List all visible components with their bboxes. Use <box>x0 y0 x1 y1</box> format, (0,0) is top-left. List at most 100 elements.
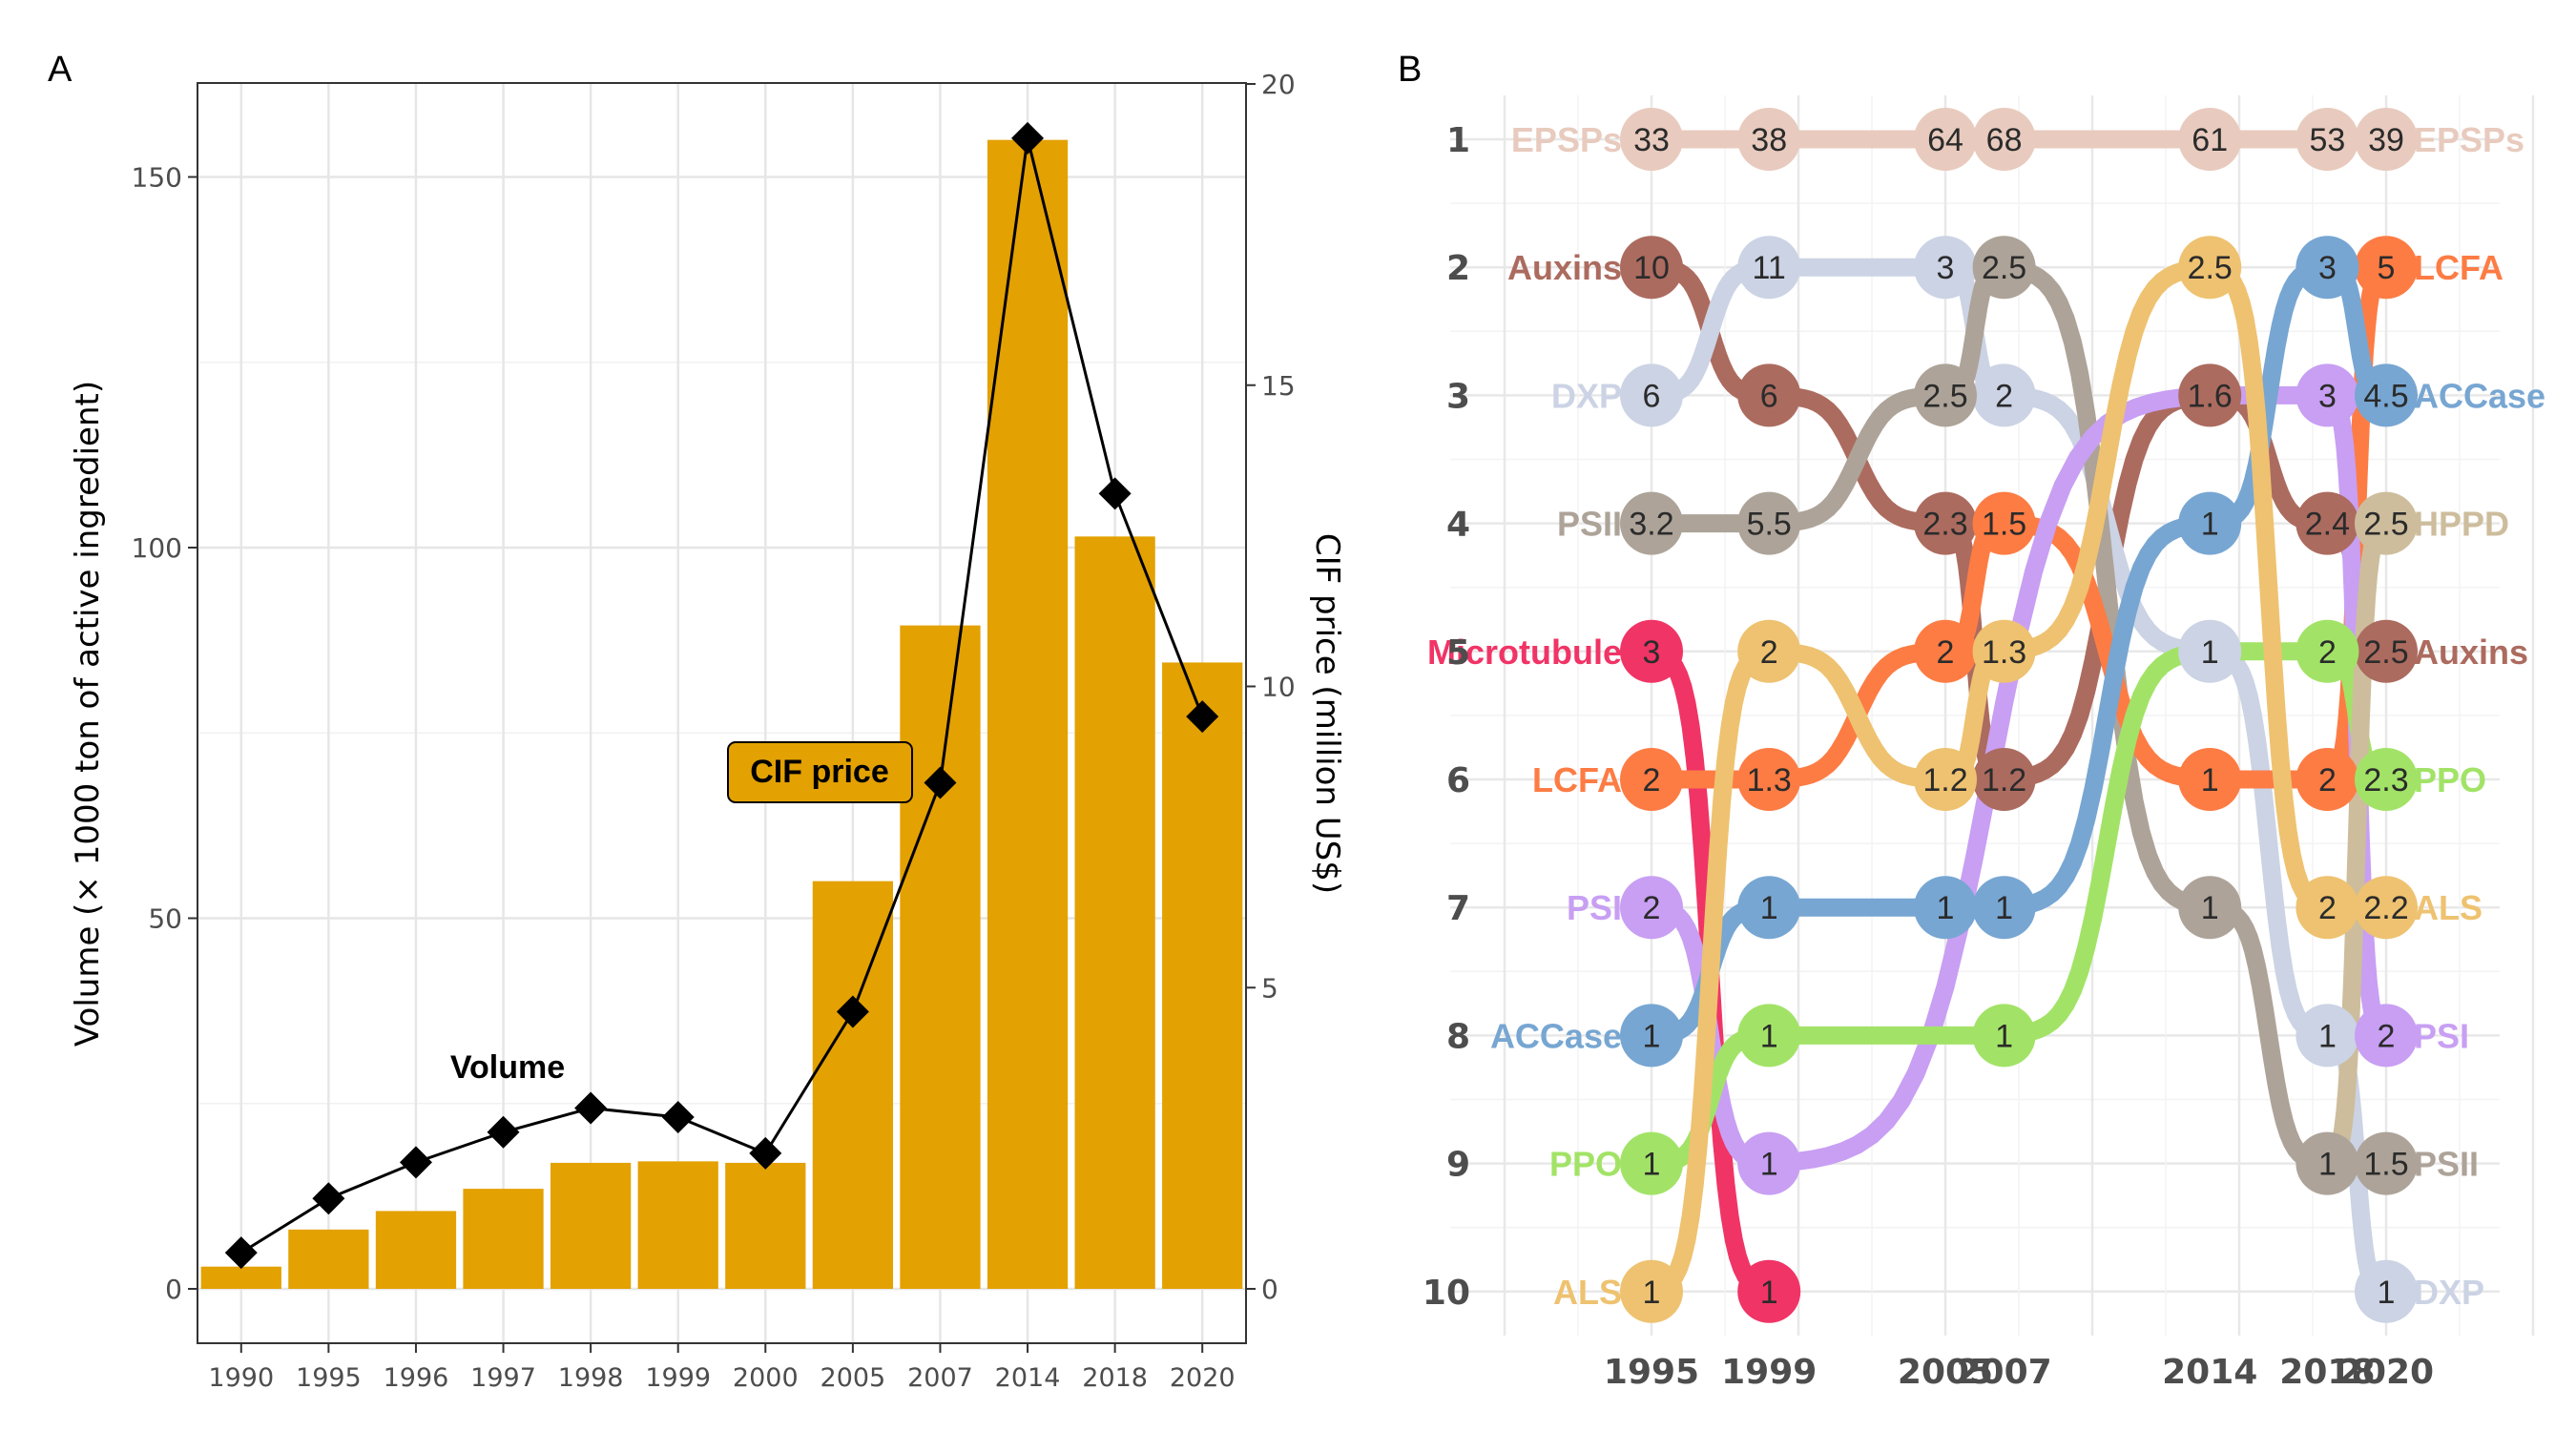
bump-point-label: 1.5 <box>1982 507 2026 543</box>
bump-point-label: 1 <box>1760 1018 1778 1054</box>
bump-point <box>2355 619 2418 683</box>
bump-point <box>1914 619 1977 683</box>
bump-point-label: 2.3 <box>1922 507 1967 543</box>
year-label: 1995 <box>1604 1353 1699 1392</box>
bump-point-label: 4.5 <box>2363 378 2408 414</box>
bump-point <box>1972 1004 2036 1068</box>
volume-bar <box>812 881 894 1289</box>
right-category-label: HPPD <box>2414 505 2509 544</box>
bump-point-label: 6 <box>1760 378 1778 414</box>
bump-point <box>1620 491 1683 555</box>
bump-point <box>2296 1004 2359 1068</box>
bump-point <box>2355 748 2418 811</box>
x-tick-label: 1998 <box>558 1363 624 1393</box>
bump-point-label: 1 <box>1643 1147 1661 1183</box>
bump-point <box>1620 363 1683 427</box>
bump-point-label: 10 <box>1633 250 1670 286</box>
bump-point <box>1972 748 2036 811</box>
bump-point-label: 6 <box>1643 378 1661 414</box>
cif-price-marker <box>749 1136 782 1170</box>
year-label: 1999 <box>1721 1353 1817 1392</box>
bump-point <box>1914 236 1977 300</box>
bump-point-label: 1 <box>1995 1018 2013 1054</box>
bump-point <box>2296 876 2359 940</box>
bump-point-label: 33 <box>1633 122 1670 158</box>
rank-label: 4 <box>1446 506 1470 545</box>
bump-point <box>2355 1259 2418 1323</box>
cif-price-line <box>224 121 1219 1270</box>
left-category-label: PSII <box>1557 505 1622 544</box>
year-label: 2014 <box>2162 1353 2257 1392</box>
bump-point-label: 2.2 <box>2363 890 2408 926</box>
y-axis-title-left: Volume (× 1000 ton of active ingredient) <box>69 381 107 1047</box>
left-category-label: DXP <box>1551 376 1622 415</box>
bump-point <box>1620 236 1683 300</box>
bump-point-label: 68 <box>1986 122 2023 158</box>
x-tick-label: 2007 <box>907 1363 973 1393</box>
bump-point-label: 2.5 <box>2188 250 2233 286</box>
bump-point-label: 1 <box>1760 890 1778 926</box>
left-category-label: PSI <box>1567 888 1622 927</box>
rank-label: 3 <box>1446 377 1470 416</box>
bump-point <box>2178 363 2242 427</box>
rank-label: 2 <box>1446 249 1470 288</box>
bump-point-label: 2 <box>2378 1018 2396 1054</box>
right-category-label: PSI <box>2414 1016 2469 1055</box>
rank-label: 1 <box>1446 121 1470 160</box>
x-tick-label: 1990 <box>208 1363 274 1393</box>
left-category-label: EPSPs <box>1511 120 1622 159</box>
left-tick-label: 0 <box>165 1274 182 1305</box>
bump-point <box>2178 491 2242 555</box>
cif-price-marker <box>224 1236 258 1270</box>
bump-point <box>1972 619 2036 683</box>
bump-point-label: 2 <box>1643 890 1661 926</box>
right-category-label: EPSPs <box>2414 120 2524 159</box>
bump-point <box>1737 1004 1801 1068</box>
panel-a-plot-area <box>197 83 1246 1343</box>
bump-point <box>1914 876 1977 940</box>
year-label: 2018 <box>2279 1353 2375 1392</box>
rank-label: 5 <box>1446 633 1470 673</box>
x-tick-label: 1995 <box>296 1363 362 1393</box>
x-tick-label: 1999 <box>645 1363 711 1393</box>
bump-point-label: 11 <box>1753 250 1786 286</box>
bump-point <box>2178 748 2242 811</box>
left-tick-label: 150 <box>132 162 182 194</box>
panel-a-letter: A <box>48 50 73 90</box>
bump-point-label: 2 <box>1995 378 2013 414</box>
bump-point <box>2178 108 2242 171</box>
rank-label: 6 <box>1446 761 1470 800</box>
cif-price-marker <box>399 1146 432 1179</box>
bump-point <box>2355 108 2418 171</box>
x-tick-label: 2020 <box>1170 1363 1236 1393</box>
right-tick-label: 5 <box>1261 972 1278 1004</box>
cif-price-marker <box>574 1091 608 1125</box>
bump-point <box>1737 619 1801 683</box>
bump-point <box>1972 876 2036 940</box>
bump-point-label: 1 <box>2318 1147 2337 1183</box>
bump-point <box>1914 363 1977 427</box>
bump-point <box>2178 876 2242 940</box>
bump-point-label: 1 <box>1995 890 2013 926</box>
left-category-label: Auxins <box>1507 248 1622 287</box>
bump-point <box>1972 491 2036 555</box>
volume-bar <box>637 1161 718 1289</box>
right-tick-label: 15 <box>1261 370 1296 402</box>
bump-point <box>1620 1004 1683 1068</box>
left-category-label: LCFA <box>1532 760 1622 799</box>
x-axis-ticks: 1990 1995 1996 1997 1998 1999 2000 2005 2007 2014… <box>208 1343 1236 1393</box>
rank-label: 7 <box>1446 889 1470 928</box>
panel-b-letter: B <box>1398 50 1422 90</box>
bump-point <box>1737 491 1801 555</box>
volume-bar <box>987 139 1069 1289</box>
right-category-label: DXP <box>2414 1273 2484 1312</box>
bump-point-label: 1 <box>1643 1018 1661 1054</box>
volume-bar <box>375 1211 457 1289</box>
right-category-labels: EPSPs LCFA ACCase HPPD Auxins PPO ALS PSI PSII DX… <box>2414 120 2545 1312</box>
bump-point-label: 38 <box>1751 122 1787 158</box>
bump-point <box>2296 108 2359 171</box>
right-tick-label: 0 <box>1261 1274 1278 1305</box>
bump-point-label: 2 <box>2318 762 2337 798</box>
